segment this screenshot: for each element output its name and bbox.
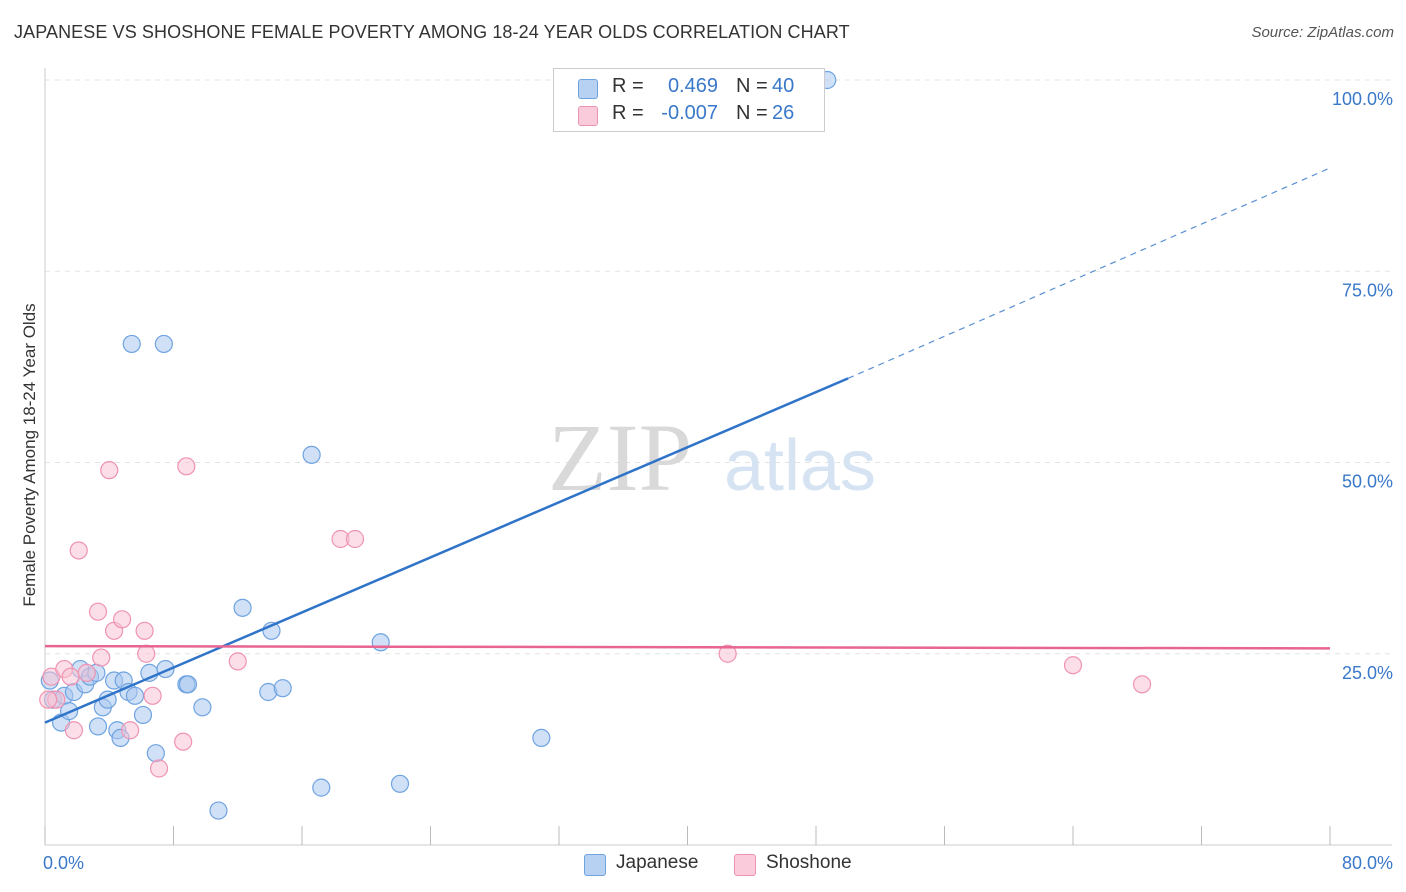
axes — [44, 68, 1392, 846]
y-tick-label: 100.0% — [1332, 89, 1393, 109]
y-axis-label: Female Poverty Among 18-24 Year Olds — [20, 303, 39, 607]
legend-n-label: N = — [736, 75, 768, 97]
point-shoshone — [88, 602, 108, 621]
y-tick-label: 75.0% — [1342, 280, 1393, 300]
point-japanese — [371, 633, 390, 652]
point-shoshone — [1132, 675, 1152, 694]
point-shoshone — [39, 690, 58, 709]
legend-r-label: R = — [612, 102, 644, 124]
trendline-extension-japanese — [847, 167, 1331, 379]
point-shoshone — [69, 541, 88, 560]
y-tick-label: 25.0% — [1342, 663, 1393, 683]
point-shoshone — [61, 667, 80, 686]
point-japanese — [193, 698, 212, 717]
point-shoshone — [77, 663, 96, 682]
point-shoshone — [228, 652, 247, 671]
point-japanese — [146, 744, 165, 763]
point-japanese — [312, 778, 331, 797]
point-japanese — [122, 334, 141, 354]
legend-r-label: R = — [612, 75, 644, 97]
x-tick-label: 0.0% — [43, 853, 84, 873]
point-shoshone — [100, 461, 119, 480]
chart-title: JAPANESE VS SHOSHONE FEMALE POVERTY AMON… — [14, 22, 850, 42]
bottom-legend-swatch-japanese — [584, 854, 606, 876]
watermark-zip: ZIP — [548, 404, 692, 511]
legend-row-shoshone: R = -0.007 N = 26 — [554, 100, 824, 128]
point-japanese — [390, 774, 410, 793]
watermark-atlas: atlas — [724, 426, 876, 506]
point-shoshone — [345, 529, 365, 549]
point-shoshone — [92, 648, 111, 667]
legend-swatch-japanese — [578, 79, 598, 99]
legend-row-japanese: R = 0.469 N = 40 — [554, 73, 824, 101]
point-japanese — [154, 334, 173, 354]
bottom-legend-label-japanese: Japanese — [616, 852, 699, 873]
point-japanese — [209, 801, 228, 820]
point-japanese — [125, 686, 145, 705]
legend-r-value: 0.469 — [667, 75, 718, 97]
legend-n-value: 40 — [772, 75, 795, 97]
bottom-legend-label-shoshone: Shoshone — [766, 852, 852, 873]
legend-r-value: -0.007 — [661, 102, 718, 124]
point-japanese — [532, 728, 551, 748]
point-shoshone — [112, 610, 132, 629]
point-shoshone — [64, 721, 84, 740]
point-shoshone — [718, 644, 737, 663]
y-tick-label: 50.0% — [1342, 472, 1393, 492]
point-japanese — [273, 679, 292, 698]
point-japanese — [178, 675, 198, 694]
source-label: Source: ZipAtlas.com — [1251, 24, 1394, 41]
x-tick-label: 80.0% — [1342, 853, 1393, 873]
point-japanese — [233, 598, 252, 617]
point-japanese — [88, 717, 108, 736]
point-japanese — [302, 445, 321, 464]
point-japanese — [133, 705, 153, 725]
bottom-legend-swatch-shoshone — [734, 854, 756, 876]
legend-swatch-shoshone — [578, 106, 598, 126]
point-shoshone — [177, 457, 196, 476]
point-shoshone — [121, 721, 140, 740]
point-shoshone — [174, 732, 193, 751]
point-shoshone — [1063, 656, 1083, 675]
point-shoshone — [137, 644, 156, 663]
trendline-shoshone — [44, 644, 1331, 650]
trendline-japanese — [44, 377, 849, 724]
point-shoshone — [143, 686, 162, 705]
legend-n-value: 26 — [772, 102, 795, 124]
legend-n-label: N = — [736, 102, 768, 124]
gridlines — [45, 79, 1392, 655]
point-shoshone — [135, 621, 154, 640]
stats-legend: R = 0.469 N = 40 R = -0.007 N = 26 — [553, 68, 825, 132]
point-shoshone — [149, 759, 169, 778]
